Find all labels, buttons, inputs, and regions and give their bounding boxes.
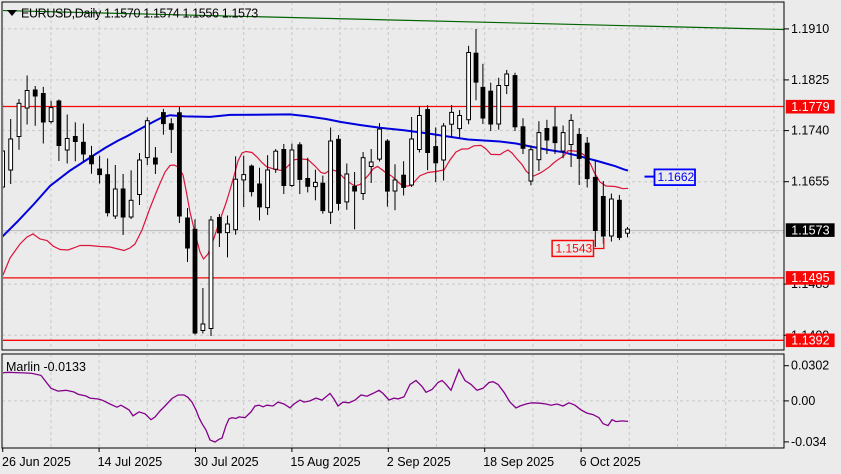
svg-text:0.00: 0.00	[791, 394, 815, 408]
svg-text:1.1495: 1.1495	[791, 271, 829, 285]
svg-text:1.1662: 1.1662	[658, 170, 695, 184]
svg-text:15 Aug 2025: 15 Aug 2025	[290, 455, 360, 469]
svg-text:-0.034: -0.034	[791, 435, 826, 449]
svg-text:EURUSD,Daily 1.1570 1.1574 1.: EURUSD,Daily 1.1570 1.1574 1.1556 1.1573	[21, 7, 258, 21]
svg-text:1.1655: 1.1655	[791, 175, 829, 189]
svg-text:Marlin -0.0133: Marlin -0.0133	[6, 360, 86, 374]
svg-text:1.1910: 1.1910	[791, 22, 829, 36]
svg-text:1.1573: 1.1573	[791, 223, 829, 237]
svg-text:14 Jul 2025: 14 Jul 2025	[98, 455, 163, 469]
svg-text:1.1392: 1.1392	[791, 334, 829, 348]
svg-text:1.1825: 1.1825	[791, 73, 829, 87]
svg-text:6 Oct 2025: 6 Oct 2025	[580, 455, 641, 469]
svg-text:26 Jun 2025: 26 Jun 2025	[2, 455, 71, 469]
svg-text:1.1740: 1.1740	[791, 124, 829, 138]
svg-text:30 Jul 2025: 30 Jul 2025	[194, 455, 259, 469]
svg-text:1.1543: 1.1543	[556, 242, 593, 256]
svg-text:1.1779: 1.1779	[791, 100, 829, 114]
svg-text:2 Sep 2025: 2 Sep 2025	[387, 455, 451, 469]
svg-text:0.0302: 0.0302	[791, 359, 829, 373]
svg-text:18 Sep 2025: 18 Sep 2025	[483, 455, 554, 469]
